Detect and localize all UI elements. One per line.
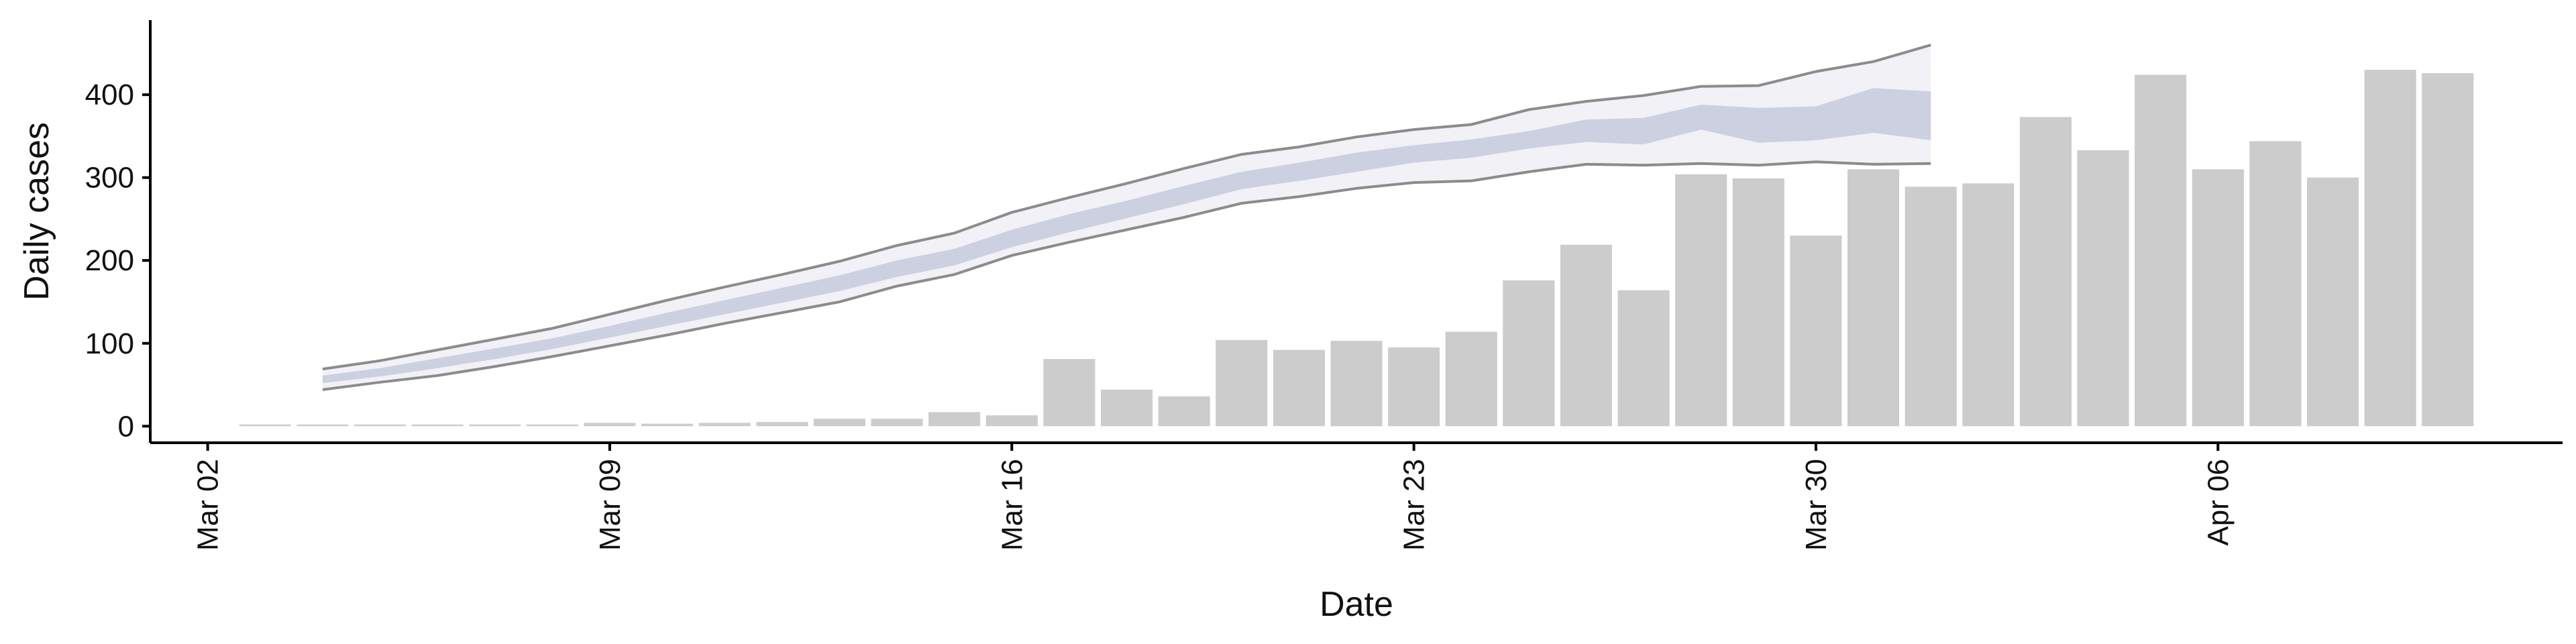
bar [2249, 141, 2302, 427]
x-tick-label: Mar 02 [192, 459, 225, 551]
bar [1847, 169, 1900, 427]
bar [354, 424, 406, 427]
inner-band [322, 88, 1931, 384]
bar [2192, 169, 2244, 427]
bar [1904, 186, 1957, 427]
axes [142, 20, 2563, 451]
bar [239, 424, 291, 427]
bar [1216, 339, 1268, 427]
bar [1962, 183, 2015, 427]
bar [469, 424, 521, 427]
bar [756, 422, 808, 427]
x-tick-label: Mar 09 [594, 459, 627, 551]
bars [239, 70, 2474, 427]
estimate-bands [322, 45, 1931, 390]
bar [871, 419, 923, 427]
lower-bound-line [322, 160, 1931, 391]
x-tick-label: Apr 06 [2202, 459, 2235, 546]
estimate-lines [322, 44, 1931, 391]
bar [1445, 331, 1497, 427]
bar [1790, 235, 1842, 427]
bar [2077, 150, 2129, 427]
bar [928, 412, 981, 427]
bar [1503, 280, 1555, 427]
bar [1273, 350, 1325, 427]
upper-bound-line [322, 44, 1931, 371]
bar [2364, 70, 2416, 427]
x-tick-label: Mar 30 [1800, 459, 1833, 551]
y-tick-label: 0 [118, 410, 134, 443]
bar [526, 424, 578, 427]
bar [1158, 396, 1210, 427]
bar [297, 424, 349, 427]
bar [641, 423, 694, 427]
x-tick-label: Mar 23 [1398, 459, 1431, 551]
bar [411, 424, 464, 427]
y-tick-label: 400 [85, 78, 134, 111]
bar [1732, 178, 1784, 427]
bar [584, 423, 636, 427]
bar [1330, 341, 1383, 427]
bar [1617, 290, 1670, 427]
y-axis-title: Daily cases [17, 122, 56, 301]
bar [2019, 117, 2072, 427]
bar [1388, 347, 1440, 427]
x-axis-title: Date [1320, 585, 1393, 624]
y-tick-label: 200 [85, 244, 134, 277]
bar [1560, 244, 1612, 427]
tick-labels: 0 100 200 300 400 Mar 02 Mar 09 Mar 16 Mar 23 Mar… [85, 78, 2235, 551]
bar [2135, 74, 2187, 427]
bar [1043, 359, 1095, 427]
x-tick-label: Mar 16 [996, 459, 1028, 551]
bar [1101, 389, 1153, 427]
y-tick-label: 100 [85, 327, 134, 360]
bar [2307, 177, 2359, 427]
y-tick-label: 300 [85, 162, 134, 195]
bar [985, 415, 1038, 427]
bar [813, 419, 865, 427]
bar [2422, 73, 2474, 427]
bar [1675, 174, 1727, 427]
bar [698, 423, 751, 427]
